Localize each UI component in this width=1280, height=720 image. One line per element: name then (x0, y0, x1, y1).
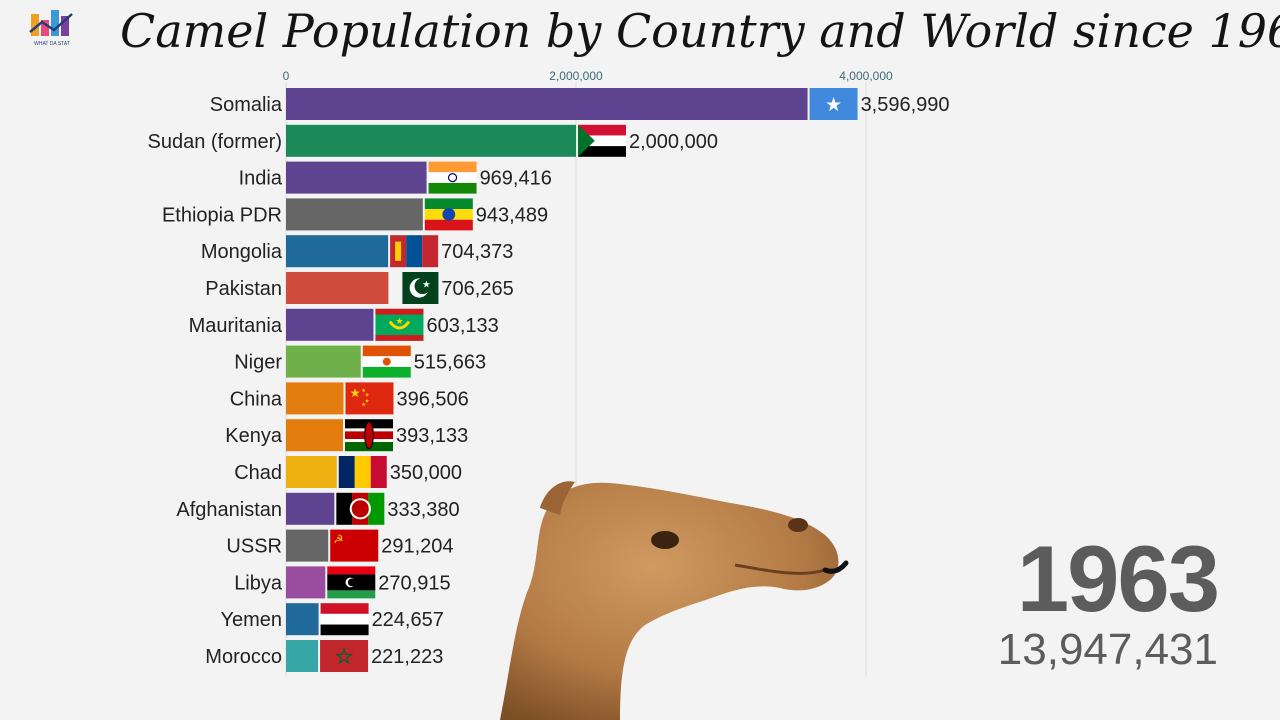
svg-text:★: ★ (365, 398, 370, 404)
bar (286, 235, 389, 268)
bar (286, 198, 423, 231)
country-label: China (230, 388, 283, 410)
bar (286, 308, 374, 341)
country-label: Afghanistan (176, 499, 282, 521)
country-label: Niger (234, 352, 282, 374)
value-label: 396,506 (396, 388, 468, 410)
bar (286, 345, 361, 378)
country-label: Mongolia (201, 241, 283, 263)
country-label: Ethiopia PDR (162, 204, 282, 226)
bar (286, 566, 326, 599)
value-label: 291,204 (381, 536, 453, 558)
flag-china-icon: ★ ★★★★ (345, 382, 394, 415)
svg-text:★: ★ (350, 386, 361, 400)
bar (286, 456, 337, 488)
country-label: Mauritania (189, 315, 283, 337)
flag-mongolia-icon (390, 235, 439, 268)
svg-text:★: ★ (361, 388, 366, 394)
camel-head-icon (500, 481, 849, 720)
svg-text:★: ★ (361, 402, 366, 408)
chart-title: Camel Population by Country and World si… (120, 4, 1280, 58)
value-label: 224,657 (372, 609, 444, 631)
value-label: 515,663 (414, 352, 486, 374)
country-label: Sudan (former) (148, 131, 283, 153)
flag-ethiopia-icon (424, 198, 473, 231)
svg-text:★: ★ (422, 279, 431, 290)
flag-libya-icon (327, 566, 376, 599)
flag-chad-icon (338, 456, 387, 488)
value-label: 3,596,990 (861, 94, 950, 116)
svg-text:★: ★ (335, 647, 352, 668)
country-label: Pakistan (205, 278, 282, 300)
value-label: 943,489 (476, 204, 548, 226)
flag-morocco-icon: ★ (320, 640, 369, 672)
value-label: 333,380 (387, 499, 459, 521)
country-label: USSR (226, 536, 282, 558)
country-label: Chad (234, 462, 282, 484)
value-label: 969,416 (480, 168, 552, 190)
value-label: 393,133 (396, 425, 468, 447)
flag-ussr-icon: ☭ (330, 529, 379, 562)
bar (286, 161, 427, 194)
value-label: 603,133 (426, 315, 498, 337)
svg-text:★: ★ (825, 95, 842, 116)
bar (286, 640, 319, 672)
flag-kenya-icon (345, 419, 394, 452)
bar (286, 382, 344, 415)
bar (286, 419, 344, 452)
bar (286, 603, 319, 636)
country-label: Kenya (225, 425, 283, 447)
flag-sudan-icon (578, 124, 626, 157)
svg-text:★: ★ (395, 316, 403, 326)
value-label: 706,265 (441, 278, 513, 300)
x-tick-label: 0 (283, 69, 290, 83)
bar (286, 88, 808, 120)
svg-text:★: ★ (365, 393, 370, 399)
flag-india-icon (428, 161, 477, 194)
bar (286, 529, 329, 562)
year-label: 1963 (1016, 526, 1220, 631)
value-label: 221,223 (371, 646, 443, 668)
country-label: Morocco (205, 646, 282, 668)
value-label: 350,000 (390, 462, 462, 484)
flag-niger-icon (362, 345, 411, 378)
country-label: Yemen (220, 609, 282, 631)
world-total-label: 13,947,431 (997, 625, 1218, 674)
x-tick-label: 4,000,000 (839, 69, 893, 83)
country-label: Somalia (210, 94, 283, 116)
logo-text: WHAT DA STAT (34, 41, 70, 47)
value-label: 2,000,000 (629, 131, 718, 153)
flag-mauritania-icon: ★ (375, 308, 424, 341)
country-label: Libya (234, 572, 283, 594)
flag-yemen-icon (320, 603, 369, 636)
flag-pakistan-icon: ★ (390, 272, 439, 304)
value-label: 270,915 (378, 572, 450, 594)
value-label: 704,373 (441, 241, 513, 263)
x-tick-label: 2,000,000 (549, 69, 603, 83)
bar (286, 124, 576, 157)
bar (286, 492, 335, 525)
flag-somalia-icon: ★ (809, 88, 858, 120)
svg-text:☭: ☭ (333, 534, 343, 546)
bar (286, 272, 389, 304)
country-label: India (239, 168, 283, 190)
bar-chart-logo-icon: WHAT DA STAT (29, 10, 73, 47)
flag-afghanistan-icon (336, 492, 385, 525)
